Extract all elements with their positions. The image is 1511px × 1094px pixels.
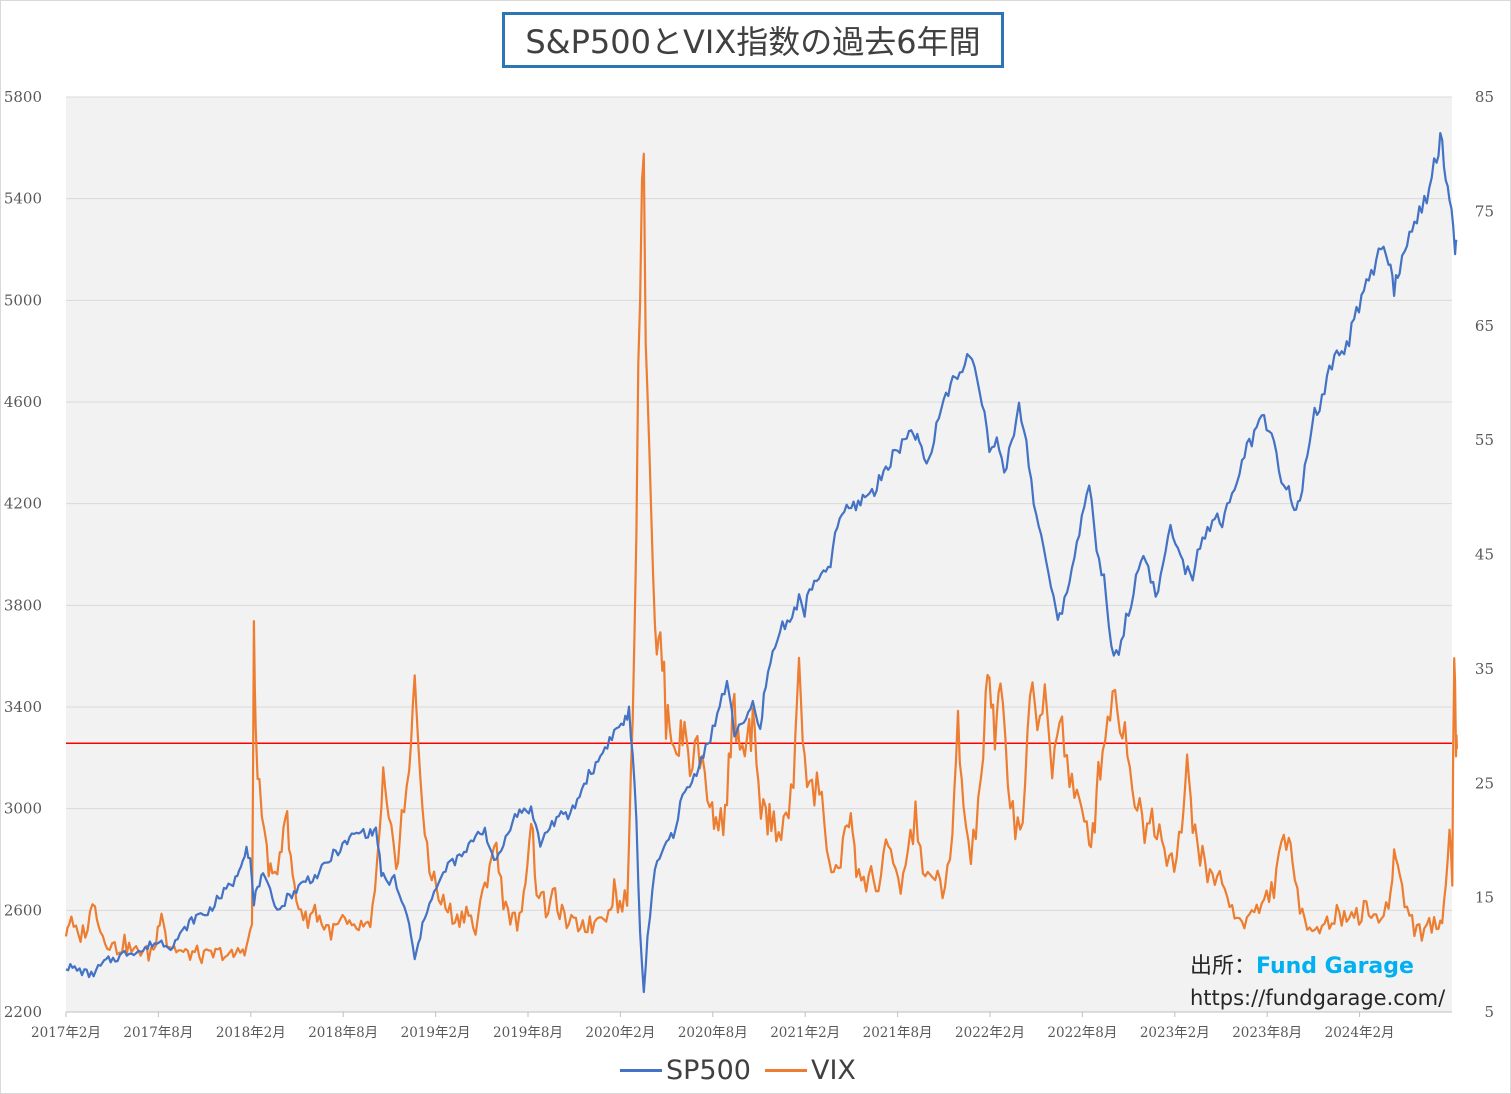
y-left-tick-label: 3400 <box>4 698 42 716</box>
source-name: Fund Garage <box>1256 954 1414 979</box>
x-tick-label: 2024年2月 <box>1325 1025 1395 1041</box>
y-right-tick-label: 5 <box>1484 1003 1494 1021</box>
y-left-tick-label: 5000 <box>4 291 42 309</box>
source-credit: 出所：Fund Garage <box>1190 948 1414 980</box>
x-tick-label: 2022年8月 <box>1047 1025 1117 1041</box>
y-right-tick-label: 25 <box>1475 774 1494 792</box>
x-tick-label: 2018年2月 <box>216 1025 286 1041</box>
y-right-tick-label: 75 <box>1475 202 1494 220</box>
x-tick-label: 2021年2月 <box>770 1025 840 1041</box>
x-tick-label: 2018年8月 <box>308 1025 378 1041</box>
legend-swatch-vix <box>764 1068 807 1072</box>
y-left-tick-label: 5400 <box>4 190 42 208</box>
series-sp500-line <box>65 132 1458 994</box>
x-tick-label: 2023年8月 <box>1232 1025 1302 1041</box>
x-tick-label: 2019年8月 <box>493 1025 563 1041</box>
legend: SP500 VIX <box>620 1052 870 1088</box>
y-left-tick-label: 2600 <box>4 901 42 919</box>
y-left-tick-label: 4600 <box>4 393 42 411</box>
y-right-tick-label: 45 <box>1475 546 1494 564</box>
y-axis-left: 2200 2600 3000 3400 3800 4200 4600 5000 5400 5800 <box>4 88 42 1021</box>
y-right-tick-label: 35 <box>1475 660 1494 678</box>
source-url: https://fundgarage.com/ <box>1190 986 1446 1010</box>
x-tick-label: 2017年8月 <box>123 1025 193 1041</box>
y-right-tick-label: 85 <box>1475 88 1494 106</box>
legend-label-sp500: SP500 <box>666 1054 751 1086</box>
y-axis-right: 5 15 25 35 45 55 65 75 85 <box>1475 88 1494 1021</box>
y-right-tick-label: 65 <box>1475 317 1494 335</box>
legend-swatch-sp500 <box>620 1068 662 1072</box>
legend-label-vix: VIX <box>810 1054 856 1086</box>
x-tick-label: 2020年2月 <box>585 1025 655 1041</box>
legend-item-vix: VIX <box>764 1054 856 1086</box>
y-right-tick-label: 55 <box>1475 431 1494 449</box>
y-left-tick-label: 3800 <box>4 596 42 614</box>
chart-title: S&P500とVIX指数の過去6年間 <box>502 12 1004 68</box>
x-tick-label: 2021年8月 <box>863 1025 933 1041</box>
y-left-tick-label: 2200 <box>4 1003 42 1021</box>
y-left-tick-label: 4200 <box>4 495 42 513</box>
plot-area <box>66 97 1452 1012</box>
x-tick-label: 2022年2月 <box>955 1025 1025 1041</box>
y-left-tick-label: 5800 <box>4 88 42 106</box>
y-right-tick-label: 15 <box>1475 889 1494 907</box>
x-tick-label: 2019年2月 <box>401 1025 471 1041</box>
x-tick-label: 2023年2月 <box>1140 1025 1210 1041</box>
x-tick-label: 2020年8月 <box>678 1025 748 1041</box>
y-left-tick-label: 3000 <box>4 800 42 818</box>
x-tick-label: 2017年2月 <box>31 1025 101 1041</box>
x-axis: 2017年2月 2017年8月 2018年2月 2018年8月 2019年2月 2019年… <box>31 1011 1452 1041</box>
series-vix-line <box>64 152 1458 965</box>
source-label: 出所： <box>1190 954 1257 979</box>
legend-item-sp500: SP500 <box>620 1055 751 1086</box>
